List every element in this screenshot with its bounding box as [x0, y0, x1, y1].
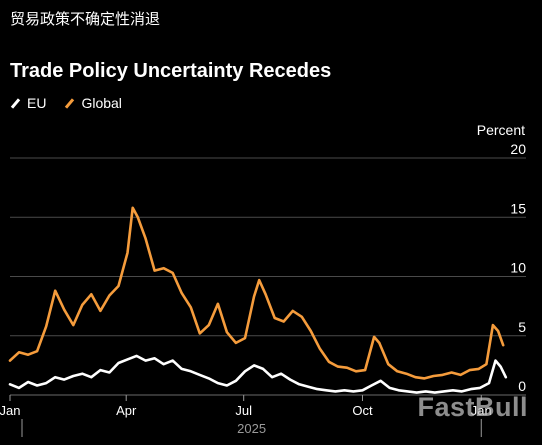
chart-title: Trade Policy Uncertainty Recedes	[10, 60, 332, 82]
x-tick-label-2: Jul	[235, 403, 252, 418]
x-tick-label-4: Jan	[471, 403, 492, 418]
x-tick-label-0: Jan	[0, 403, 20, 418]
y-tick-label-5: 5	[518, 319, 526, 335]
y-tick-label-10: 10	[510, 260, 526, 276]
legend-item-eu: EU	[10, 95, 46, 111]
legend-label-eu: EU	[27, 95, 47, 111]
series-line-global	[8, 206, 505, 380]
y-tick-label-20: 20	[510, 141, 526, 157]
y-tick-label-15: 15	[510, 200, 526, 216]
x-tick-label-3: Oct	[352, 403, 373, 418]
y-axis-unit-label: Percent	[476, 122, 525, 138]
series-line-eu	[8, 354, 508, 394]
legend-item-global: Global	[64, 95, 122, 111]
legend-label-global: Global	[81, 95, 122, 111]
watermark-logo: FastBull	[417, 392, 528, 422]
y-tick-label-0: 0	[518, 378, 526, 394]
legend: EU Global	[10, 95, 122, 111]
x-year-label: 2025	[237, 421, 266, 436]
headline: 贸易政策不确定性消退	[10, 11, 161, 28]
x-tick-label-1: Apr	[116, 403, 137, 418]
